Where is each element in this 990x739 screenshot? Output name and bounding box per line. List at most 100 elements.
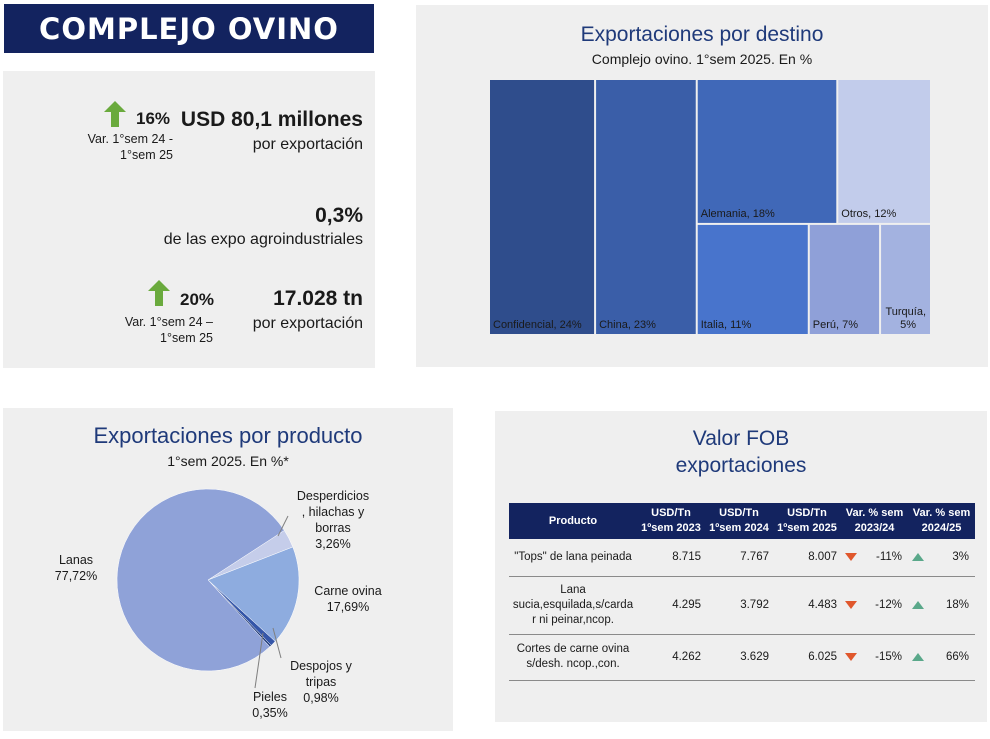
pie-label-line: , hilachas y (301, 505, 365, 519)
cell-usd2025: 8.007 (773, 539, 841, 577)
cell-usd2024: 7.767 (705, 539, 773, 577)
treemap-label-peru: Perú, 7% (813, 319, 858, 331)
header-text: USD/Tn (651, 507, 691, 519)
treemap-chart: Confidencial, 24% China, 23% Alemania, 18%… (490, 80, 930, 334)
increase-triangle-icon (912, 653, 924, 661)
pie-panel: Exportaciones por producto 1°sem 2025. E… (3, 408, 453, 731)
product-line: Cortes de carne ovina (516, 643, 630, 655)
cell-usd2025: 4.483 (773, 576, 841, 635)
product-line: sucia,esquilada,s/carda (512, 598, 634, 611)
value-variation-line: 1°sem 25 (120, 148, 173, 162)
var-value: 3% (952, 550, 969, 563)
cell-usd2023: 4.295 (637, 576, 705, 635)
increase-triangle-icon (912, 553, 924, 562)
treemap-label-turquia: Turquía, (885, 306, 926, 318)
cell-var2425: 3% (908, 539, 975, 577)
summary-panel: 16% Var. 1°sem 24 - 1°sem 25 USD 80,1 mi… (3, 71, 375, 368)
cell-usd2024: 3.629 (705, 634, 773, 681)
pie-label-line: 77,72% (54, 569, 98, 583)
treemap-panel: Exportaciones por destino Complejo ovino… (416, 5, 988, 367)
cell-usd2023: 4.262 (637, 634, 705, 681)
header-text: Var. % sem (912, 507, 971, 519)
header-text: USD/Tn (719, 507, 759, 519)
fob-title-line: exportaciones (675, 454, 807, 477)
cell-var2425: 18% (908, 576, 975, 635)
pie-leader-line (272, 627, 282, 659)
export-volume: 17.028 tn (273, 287, 363, 310)
pie-label-line: tripas (305, 675, 337, 689)
pie-label-line: Pieles (252, 690, 288, 704)
pie-slice-carne (207, 546, 300, 642)
treemap-cell-confidencial (490, 80, 595, 334)
cell-var2324: -12% (841, 576, 908, 635)
header-text: 2023/24 (854, 522, 895, 534)
product-line: r ni peinar,ncop. (532, 613, 614, 626)
fob-table-panel: Valor FOB exportaciones Producto USD/Tn 1… (495, 411, 987, 722)
volume-variation-pct: 20% (180, 290, 215, 309)
pie-label-line: 0,35% (252, 706, 288, 720)
cell-var2324: -15% (841, 634, 908, 681)
treemap-cell-turquia (881, 224, 930, 334)
col-header-usd2025: USD/Tn 1ºsem 2025 (773, 503, 841, 539)
decrease-triangle-icon (845, 601, 857, 609)
treemap-label-alemania: Alemania, 18% (701, 208, 775, 220)
treemap-cell-peru (809, 224, 880, 334)
header-text: Var. % sem (845, 507, 904, 519)
pie-label-despojos: Despojos y tripas 0,98% (281, 658, 361, 706)
treemap-cell-alemania (697, 80, 837, 223)
cell-var2324: -11% (841, 539, 908, 577)
pie-label-line: 0,98% (303, 691, 339, 705)
volume-variation-line: 1°sem 25 (160, 331, 213, 345)
product-line: "Tops" de lana peinada (514, 550, 632, 563)
treemap-cell-china (596, 80, 696, 334)
var-value: 66% (945, 650, 969, 663)
export-volume-label: por exportación (252, 315, 363, 332)
pie-label-line: 3,26% (315, 537, 351, 551)
cell-usd2023: 8.715 (637, 539, 705, 577)
var-value: -12% (875, 598, 902, 611)
agro-share-label: de las expo agroindustriales (163, 231, 363, 248)
treemap-label-turquia-pct: 5% (900, 319, 916, 331)
volume-variation-line: Var. 1°sem 24 – (124, 315, 213, 329)
pie-label-lanas: Lanas 77,72% (41, 552, 111, 584)
arrow-up-icon (104, 101, 126, 127)
page-title: COMPLEJO OVINO (4, 4, 374, 53)
treemap-cell-italia (697, 224, 808, 334)
treemap-label-italia: Italia, 11% (701, 319, 752, 331)
table-row: Cortes de carne ovina s/desh. ncop.,con.… (509, 634, 975, 681)
cell-usd2024: 3.792 (705, 576, 773, 635)
header-text: 2024/25 (921, 522, 962, 534)
pie-leader-line (254, 632, 264, 689)
cell-var2425: 66% (908, 634, 975, 681)
header-text: Producto (548, 514, 598, 527)
treemap-title: Exportaciones por destino (580, 23, 824, 46)
volume-variation-note: Var. 1°sem 24 – 1°sem 25 (113, 314, 213, 346)
cell-product: "Tops" de lana peinada (509, 539, 637, 577)
pie-label-line: Desperdicios (296, 489, 370, 503)
value-variation-note: Var. 1°sem 24 - 1°sem 25 (73, 131, 173, 163)
treemap-subtitle: Complejo ovino. 1°sem 2025. En % (591, 51, 813, 67)
col-header-var2425: Var. % sem 2024/25 (908, 503, 975, 539)
fob-table: Producto USD/Tn 1ºsem 2023 USD/Tn 1ºsem 20… (509, 503, 975, 681)
fob-title-line: Valor FOB (692, 427, 790, 450)
col-header-var2324: Var. % sem 2023/24 (841, 503, 908, 539)
header-text: 1ºsem 2024 (709, 522, 769, 534)
product-line: Lana (560, 583, 586, 596)
header-text: USD/Tn (787, 507, 827, 519)
treemap-label-confidencial: Confidencial, 24% (493, 319, 582, 331)
var-value: 18% (945, 598, 969, 611)
col-header-usd2023: USD/Tn 1ºsem 2023 (637, 503, 705, 539)
col-header-producto: Producto (509, 503, 637, 539)
table-row: "Tops" de lana peinada 8.715 7.767 8.007… (509, 539, 975, 577)
treemap-cell-otros (838, 80, 930, 223)
pie-label-line: borras (315, 521, 351, 535)
product-line: s/desh. ncop.,con. (526, 658, 620, 670)
decrease-triangle-icon (845, 553, 857, 562)
export-value: USD 80,1 millones (180, 108, 363, 131)
pie-label-line: Despojos y (290, 659, 352, 673)
decrease-triangle-icon (845, 653, 857, 661)
table-row: Lana sucia,esquilada,s/carda r ni peinar… (509, 576, 975, 635)
treemap-label-china: China, 23% (599, 319, 656, 331)
pie-label-line: Lanas (58, 553, 94, 567)
increase-triangle-icon (912, 601, 924, 609)
